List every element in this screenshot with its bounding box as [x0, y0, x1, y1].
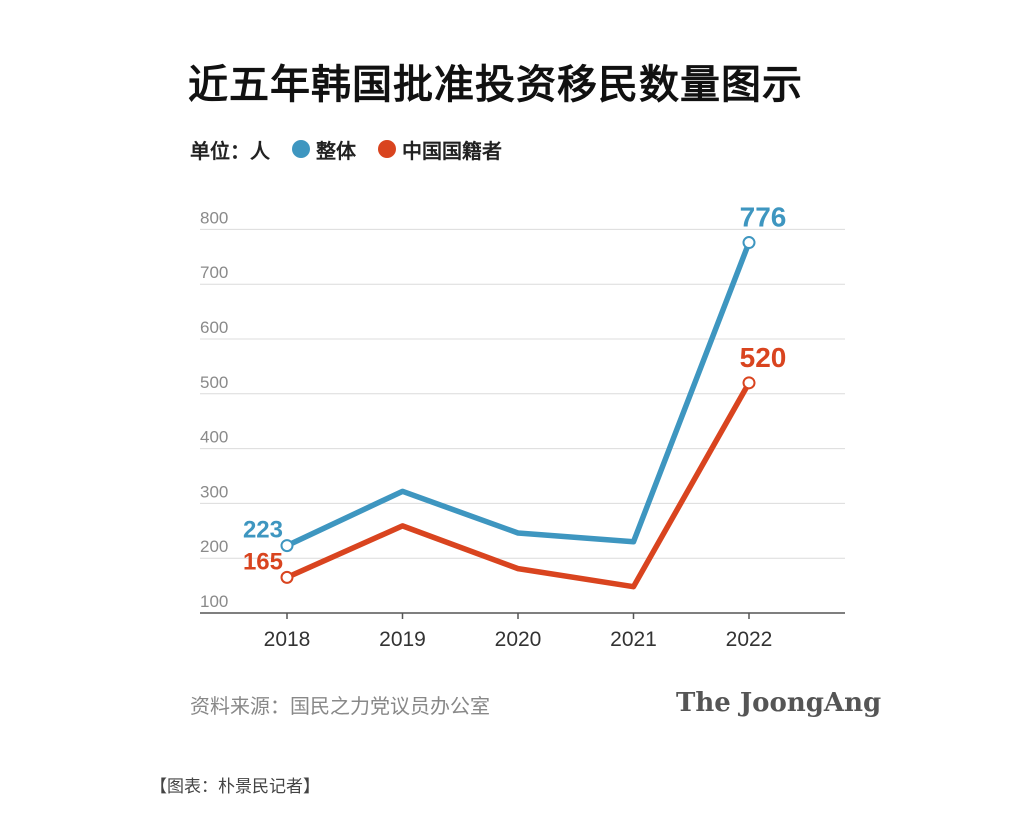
legend-dot-total — [292, 140, 310, 158]
data-label-0-2018: 223 — [243, 517, 283, 544]
legend: 单位：人 整体 中国国籍者 — [190, 134, 502, 164]
x-tick-label-2022: 2022 — [726, 628, 773, 651]
legend-dot-chinese — [378, 140, 396, 158]
line-chart: 100 200 300 400 500 600 700 800 2018 2019 2020 2021… — [200, 202, 845, 651]
y-tick-label-500: 500 — [200, 373, 228, 392]
unit-label: 单位：人 — [190, 138, 270, 163]
legend-item-total: 整体 — [292, 135, 356, 164]
data-label-0-2022: 776 — [740, 202, 787, 233]
image-caption: 【图表：朴景民记者】 — [150, 777, 320, 797]
data-point-0-2022 — [742, 236, 756, 250]
y-tick-label-200: 200 — [200, 537, 228, 556]
source-note: 资料来源：国民之力党议员办公室 — [190, 694, 490, 718]
data-label-1-2018: 165 — [243, 548, 283, 575]
x-tick-label-2019: 2019 — [379, 628, 426, 651]
y-tick-label-800: 800 — [200, 208, 228, 227]
data-label-1-2022: 520 — [740, 342, 787, 373]
x-tick-label-2021: 2021 — [610, 628, 657, 651]
x-tick-label-2018: 2018 — [264, 628, 311, 651]
data-point-1-2018 — [280, 570, 294, 584]
brand-logo: The JoongAng — [676, 688, 882, 718]
y-tick-label-600: 600 — [200, 318, 228, 337]
y-tick-label-100: 100 — [200, 592, 228, 611]
y-tick-label-300: 300 — [200, 482, 228, 501]
data-point-1-2022 — [742, 376, 756, 390]
legend-item-chinese: 中国国籍者 — [378, 135, 502, 164]
series-line-0 — [284, 239, 752, 549]
legend-label-total: 整体 — [316, 138, 356, 163]
series-line-1 — [284, 380, 752, 590]
legend-label-chinese: 中国国籍者 — [402, 138, 502, 163]
data-point-0-2018 — [280, 539, 294, 553]
y-tick-label-400: 400 — [200, 428, 228, 447]
y-tick-label-700: 700 — [200, 263, 228, 282]
x-tick-label-2020: 2020 — [495, 628, 542, 651]
chart-title: 近五年韩国批准投资移民数量图示 — [188, 62, 803, 108]
